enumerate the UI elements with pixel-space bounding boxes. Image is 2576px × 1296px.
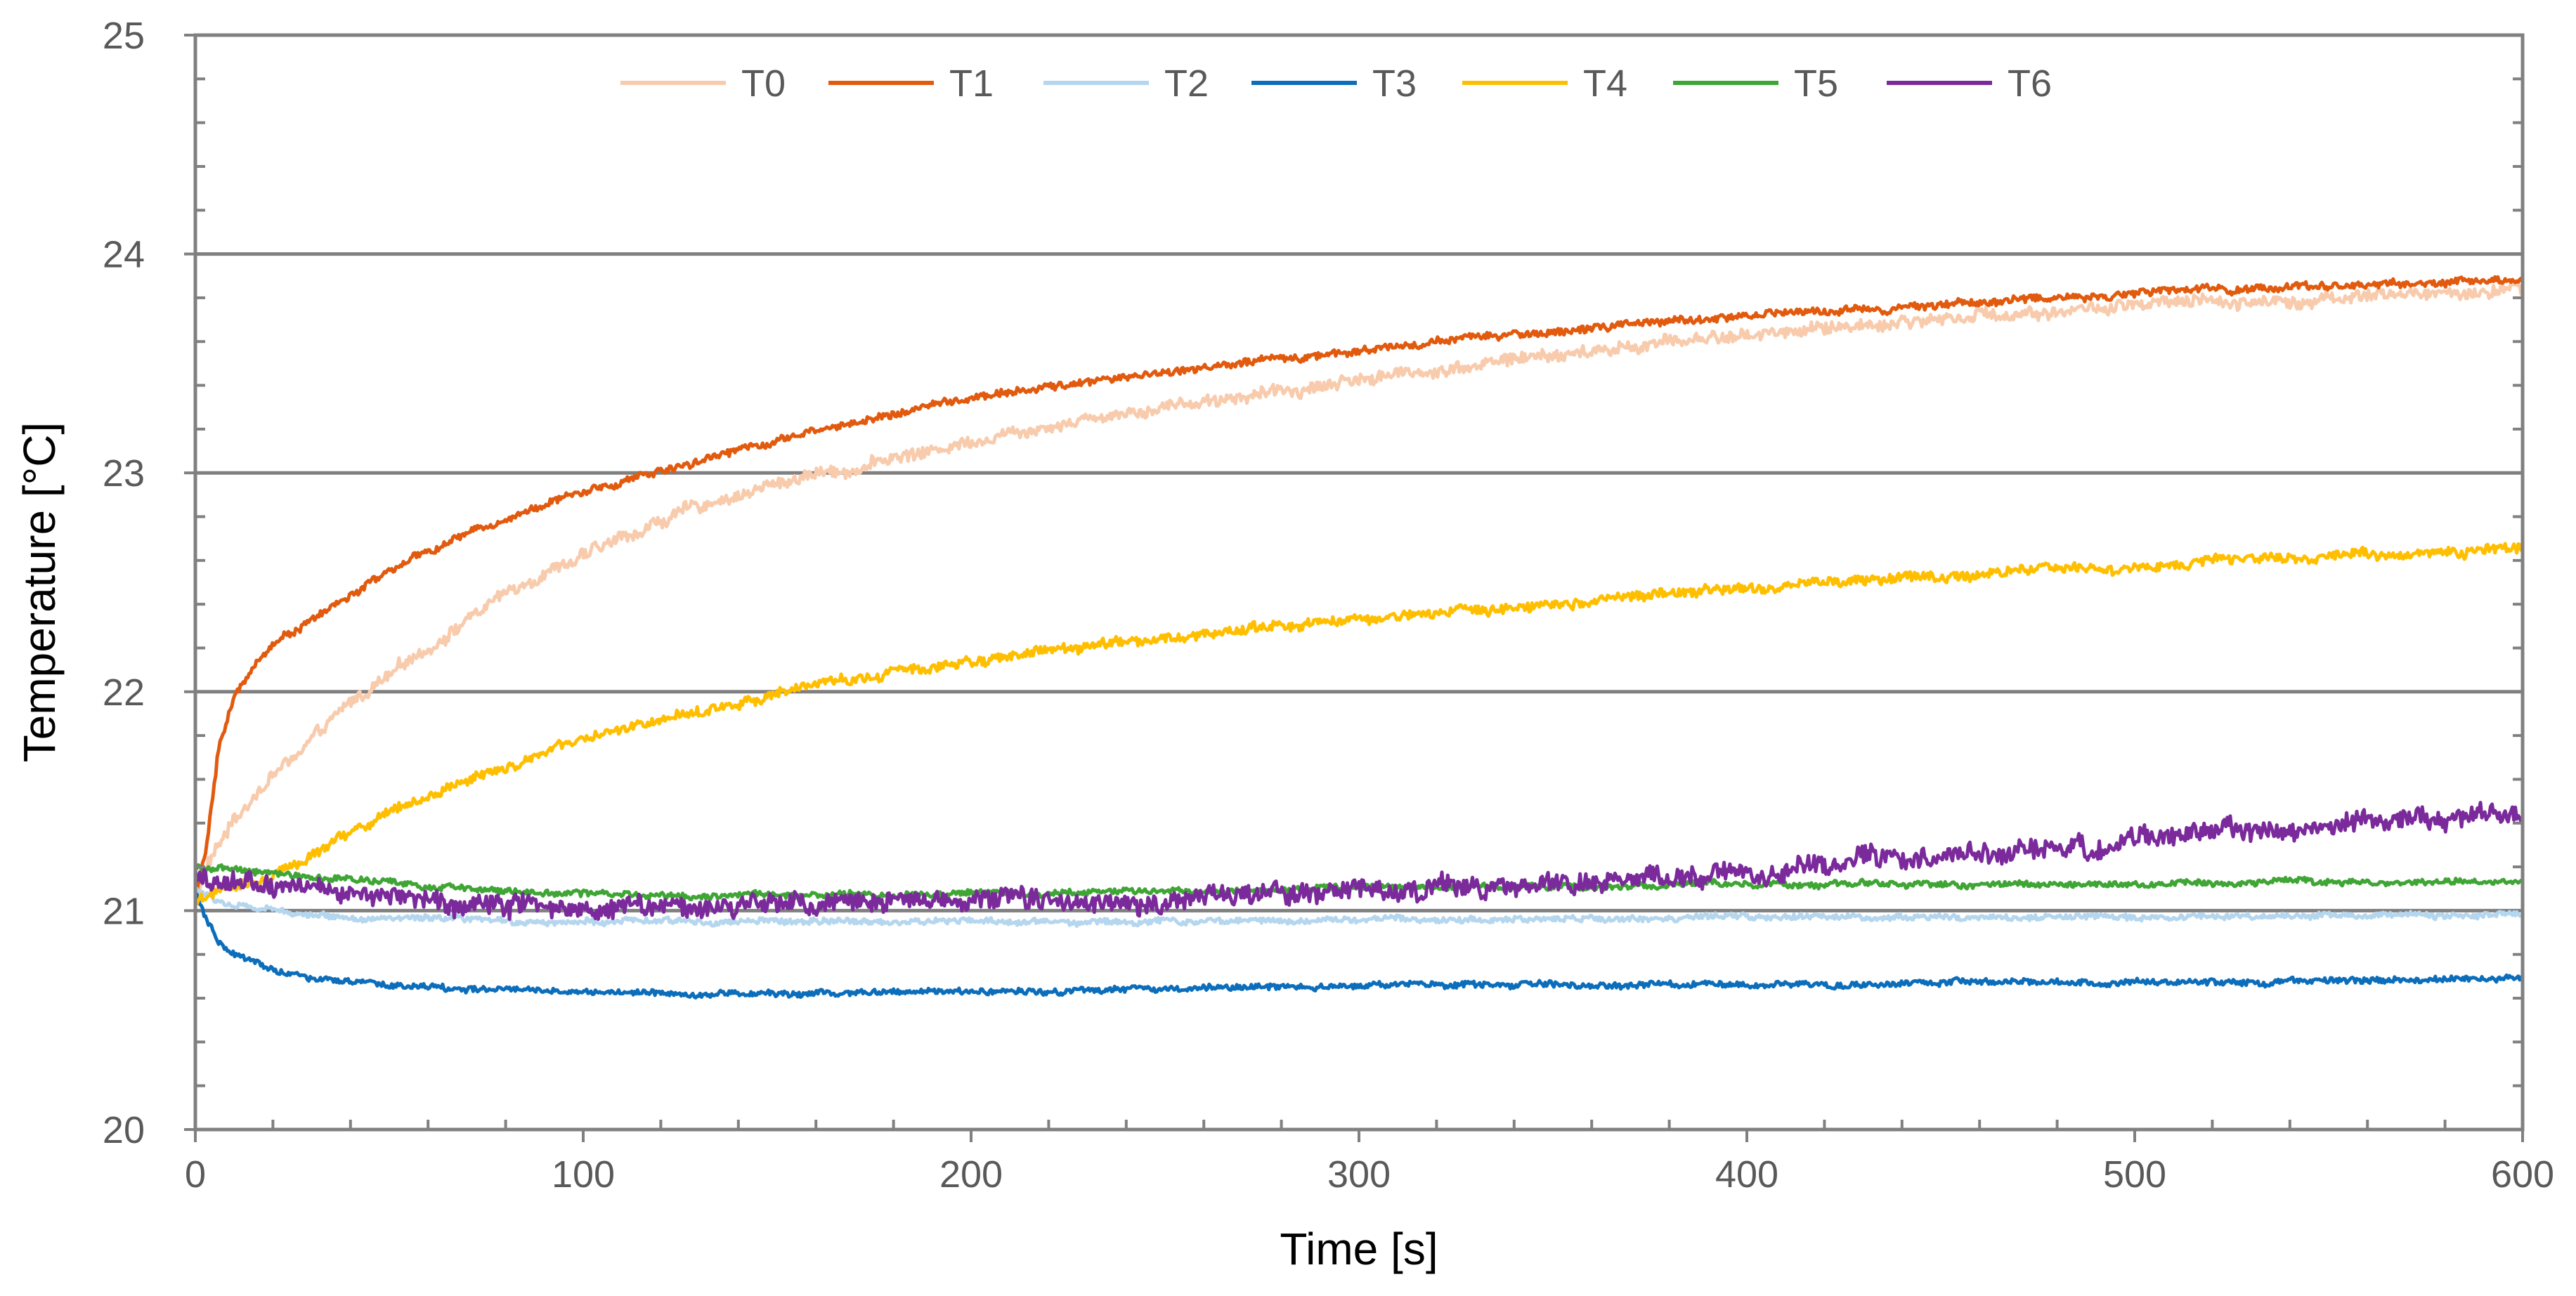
x-tick-label: 400	[1715, 1153, 1778, 1196]
y-tick-label: 22	[103, 672, 145, 714]
legend-label-T5: T5	[1794, 63, 1838, 105]
x-tick-label: 500	[2103, 1153, 2166, 1196]
series-lines	[193, 275, 2525, 1000]
legend-item-T5: T5	[1673, 63, 1838, 105]
series-line-T1	[193, 275, 2525, 899]
y-tick-label: 23	[103, 452, 145, 495]
x-tick-label: 100	[552, 1153, 615, 1196]
legend-item-T3: T3	[1251, 63, 1417, 105]
legend-label-T0: T0	[741, 63, 786, 105]
x-tick-label: 300	[1327, 1153, 1391, 1196]
legend-item-T0: T0	[620, 63, 786, 105]
series-line-T2	[195, 886, 2523, 928]
legend-label-T6: T6	[2008, 63, 2052, 105]
y-axis-title: Temperature [°C]	[14, 422, 65, 762]
tick-marks	[184, 34, 2524, 1142]
legend-label-T4: T4	[1583, 63, 1627, 105]
legend-item-T1: T1	[828, 63, 994, 105]
series-line-T4	[193, 542, 2525, 906]
legend: T0 T1 T2 T3 T4 T5 T6	[620, 63, 2052, 105]
y-tick-label: 21	[103, 890, 145, 932]
x-tick-labels: 0 100 200 300 400 500 600	[185, 1153, 2554, 1196]
legend-item-T6: T6	[1887, 63, 2052, 105]
y-tick-label: 25	[103, 15, 145, 57]
series-line-T6	[193, 801, 2525, 921]
legend-label-T3: T3	[1372, 63, 1417, 105]
y-tick-label: 24	[103, 234, 145, 276]
series-line-T3	[194, 892, 2523, 1000]
series-line-T0	[193, 280, 2524, 903]
legend-item-T2: T2	[1043, 63, 1209, 105]
x-tick-label: 200	[939, 1153, 1003, 1196]
gridlines	[195, 252, 2523, 912]
x-tick-label: 0	[185, 1153, 206, 1196]
legend-label-T2: T2	[1164, 63, 1209, 105]
legend-label-T1: T1	[949, 63, 994, 105]
legend-item-T4: T4	[1462, 63, 1627, 105]
x-tick-label: 600	[2491, 1153, 2554, 1196]
y-tick-label: 20	[103, 1109, 145, 1151]
x-axis-title: Time [s]	[1280, 1224, 1438, 1274]
y-tick-labels: 20 21 22 23 24 25	[103, 15, 145, 1151]
